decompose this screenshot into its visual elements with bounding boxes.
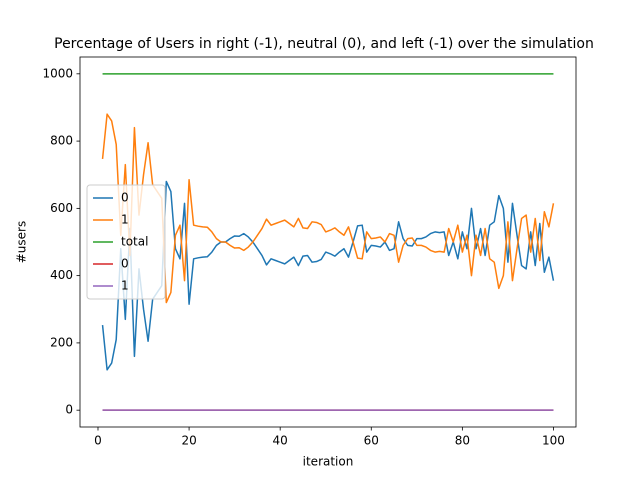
legend-label: total <box>121 235 148 249</box>
x-tick-label: 60 <box>364 434 379 448</box>
plot-frame <box>79 56 577 428</box>
legend-label: 0 <box>121 257 129 271</box>
x-axis-label: iteration <box>303 455 354 469</box>
y-tick-label: 1000 <box>42 66 73 80</box>
y-tick-label: 400 <box>50 268 73 282</box>
legend-label: 0 <box>121 191 129 205</box>
x-tick-label: 80 <box>455 434 470 448</box>
y-axis-label: #users <box>15 221 29 263</box>
x-tick-label: 100 <box>542 434 565 448</box>
y-tick-label: 800 <box>50 134 73 148</box>
series-line <box>101 180 555 371</box>
chart-title: Percentage of Users in right (-1), neutr… <box>54 36 594 52</box>
y-tick-label: 0 <box>65 403 73 417</box>
legend: 0 1 total 0 1 <box>86 184 166 300</box>
legend-label: 1 <box>121 213 129 227</box>
x-tick-label: 20 <box>181 434 196 448</box>
y-tick-label: 200 <box>50 335 73 349</box>
series-line <box>101 113 555 304</box>
y-tick-label: 600 <box>50 201 73 215</box>
legend-box <box>86 184 166 300</box>
legend-label: 1 <box>121 279 129 293</box>
x-tick-label: 40 <box>273 434 288 448</box>
x-tick-label: 0 <box>94 434 102 448</box>
